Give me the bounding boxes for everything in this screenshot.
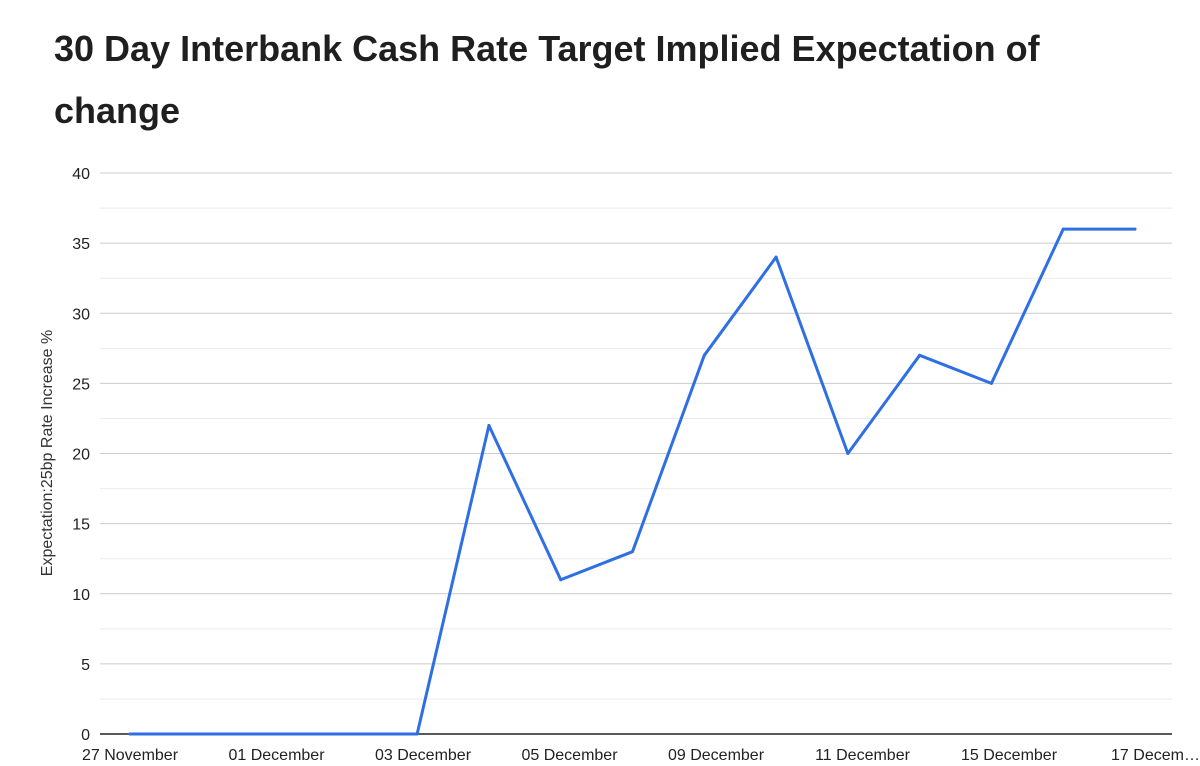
data-point (343, 732, 347, 736)
data-point (200, 732, 204, 736)
x-tick-label: 01 December (228, 747, 325, 764)
gridlines (100, 172, 1172, 700)
data-point (1061, 227, 1065, 231)
x-tick-label: 11 December (815, 747, 911, 764)
data-point (631, 550, 634, 554)
y-tick-label: 30 (72, 306, 90, 323)
data-point (702, 353, 706, 357)
y-tick-label: 5 (81, 657, 90, 674)
x-tick-label: 17 Decem… (1111, 747, 1200, 764)
chart-title: 30 Day Interbank Cash Rate Target Implie… (54, 28, 1040, 131)
y-tick-label: 20 (72, 447, 90, 464)
data-point (128, 732, 132, 736)
data-point (774, 255, 778, 259)
data-point (989, 381, 993, 385)
y-tick-label: 40 (72, 166, 90, 183)
y-tick-label: 0 (81, 727, 90, 744)
x-tick-label: 03 December (375, 747, 472, 764)
data-point (918, 353, 922, 357)
data-point (559, 578, 563, 582)
x-tick-label: 09 December (668, 747, 765, 764)
x-tick-label: 15 December (961, 747, 1058, 764)
data-point (1133, 227, 1137, 231)
y-axis-ticks: 0 5 10 15 20 25 30 35 40 (72, 166, 90, 744)
data-point (487, 423, 491, 427)
series-line (128, 227, 1137, 736)
y-tick-label: 10 (72, 587, 90, 604)
y-tick-label: 25 (72, 376, 90, 393)
x-axis-ticks: 27 November 01 December 03 December 05 Dece… (82, 747, 1200, 764)
y-tick-label: 35 (72, 236, 90, 253)
data-point (846, 452, 850, 455)
y-axis-title: Expectation:25bp Rate Increase % (39, 330, 56, 576)
data-point (415, 732, 419, 736)
x-tick-label: 05 December (521, 747, 618, 764)
y-tick-label: 15 (72, 517, 90, 534)
x-tick-label: 27 November (82, 747, 179, 764)
data-point (272, 732, 276, 736)
